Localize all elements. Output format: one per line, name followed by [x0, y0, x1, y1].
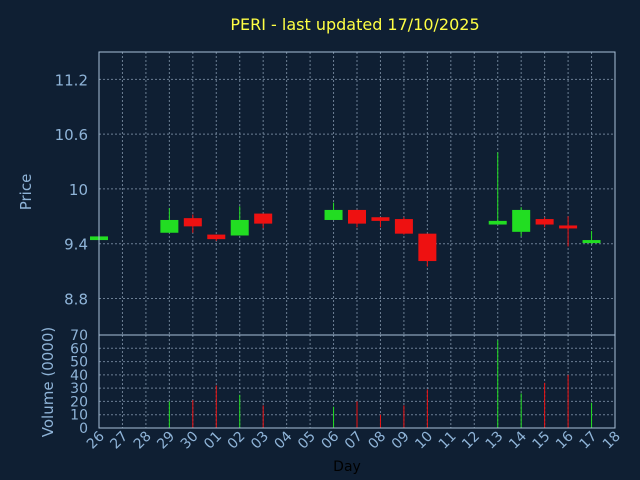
volume-axis-label: Volume (0000)	[39, 327, 57, 437]
candle-body	[230, 219, 249, 236]
volume-y-tick-label: 10	[70, 408, 88, 424]
price-y-tick-label: 8.8	[64, 290, 88, 308]
volume-y-tick-label: 50	[70, 355, 88, 371]
volume-y-tick-label: 70	[70, 328, 88, 344]
candle-body	[371, 217, 390, 221]
x-tick-label: 02	[225, 429, 249, 453]
candle-body	[559, 225, 578, 229]
x-tick-label: 05	[295, 429, 319, 453]
volume-y-tick-label: 30	[70, 381, 88, 397]
volume-bars	[168, 340, 593, 428]
x-tick-label: 27	[107, 429, 131, 453]
candle-body	[324, 209, 343, 220]
price-y-tick-label: 9.4	[64, 236, 88, 254]
x-tick-label: 09	[389, 429, 413, 453]
x-tick-label: 04	[272, 428, 296, 452]
x-tick-label: 14	[506, 428, 530, 452]
x-tick-labels: 26 27 28 29 30 01 02 03 04 05 06 07 08 09 10 11 12 13 14 15…	[84, 428, 624, 452]
candle-body	[582, 240, 601, 244]
x-tick-label: 08	[365, 429, 389, 453]
x-tick-label: 29	[154, 429, 178, 453]
x-tick-label: 28	[131, 429, 155, 453]
x-tick-label: 13	[483, 429, 507, 453]
candle-body	[512, 209, 531, 232]
volume-panel-frame	[98, 334, 616, 429]
candle-body	[348, 209, 366, 224]
price-axis-label: Price	[17, 174, 35, 211]
x-tick-label: 03	[248, 429, 272, 453]
candle-body	[394, 219, 413, 234]
price-y-tick-label: 10.6	[55, 126, 88, 144]
x-tick-label: 16	[553, 428, 577, 452]
candle-body	[254, 213, 273, 224]
chart-title: PERI - last updated 17/10/2025	[230, 15, 479, 34]
candle-body	[535, 219, 554, 225]
x-tick-label: 15	[530, 429, 554, 453]
candle-body	[418, 233, 437, 262]
x-tick-label: 17	[576, 429, 600, 453]
x-tick-label: 01	[201, 429, 225, 453]
candle-body	[183, 218, 202, 227]
price-y-tick-label: 11.2	[55, 71, 88, 89]
x-tick-label: 06	[318, 428, 342, 452]
volume-y-tick-label: 60	[70, 341, 88, 357]
price-gridlines	[99, 52, 615, 335]
candle-body	[160, 219, 179, 233]
x-axis-label: Day	[333, 459, 361, 475]
volume-y-tick-label: 0	[79, 421, 88, 437]
price-y-tick-label: 10	[69, 181, 88, 199]
x-tick-label: 12	[459, 429, 483, 453]
candles	[90, 152, 601, 267]
candle-body	[207, 234, 226, 240]
x-tick-label: 10	[412, 429, 436, 453]
x-tick-label: 07	[342, 429, 366, 453]
price-y-tick-labels: 8.8 9.4 10 10.6 11.2	[55, 71, 88, 308]
volume-y-tick-label: 20	[70, 394, 88, 410]
x-tick-label: 30	[178, 429, 202, 453]
volume-y-tick-label: 40	[70, 368, 88, 384]
x-tick-label: 11	[436, 429, 460, 453]
x-tick-label: 18	[600, 429, 624, 453]
candle-body	[488, 220, 507, 225]
